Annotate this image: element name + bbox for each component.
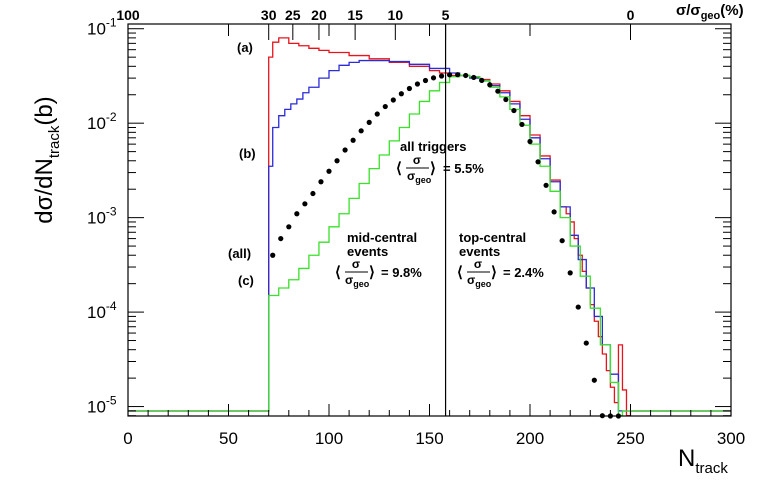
top-frac-num: σ	[474, 257, 482, 271]
data-point	[350, 137, 356, 143]
label-b: (b)	[239, 146, 256, 161]
x-tick-label: 300	[717, 429, 745, 448]
x-axis-title: Ntrack	[678, 445, 728, 477]
mid-bracket-left: ⟨	[335, 264, 341, 281]
y-tick-label: 10-5	[87, 394, 117, 417]
data-point	[382, 103, 388, 110]
top-tick-label: 15	[347, 7, 363, 23]
top-tick-label: 100	[116, 7, 140, 23]
data-point	[487, 82, 493, 88]
top-title-1: top-central	[459, 230, 526, 245]
y-tick-label: 10-1	[87, 16, 117, 39]
all-bracket-left: ⟨	[396, 160, 402, 177]
data-point	[495, 88, 501, 94]
all-value: = 5.5%	[443, 161, 484, 176]
mid-bracket-right: ⟩	[369, 264, 375, 281]
x-tick-label: 100	[315, 429, 343, 448]
all-frac-num: σ	[413, 153, 421, 167]
top-tick-label: 5	[442, 7, 450, 23]
all-triggers-title: all triggers	[400, 139, 466, 154]
top-bracket-left: ⟨	[457, 264, 463, 281]
data-point	[551, 209, 557, 215]
data-point	[270, 252, 276, 258]
data-point	[398, 91, 404, 97]
data-point	[342, 147, 348, 153]
x-tick-label: 150	[415, 429, 443, 448]
data-point	[326, 168, 332, 174]
data-point	[447, 72, 453, 78]
top-tick-label: 10	[388, 7, 404, 23]
top-tick-label: 25	[285, 7, 301, 23]
data-point	[390, 97, 396, 103]
data-point	[583, 340, 589, 346]
data-point	[455, 72, 461, 78]
data-point	[543, 182, 549, 188]
data-point	[511, 107, 517, 114]
top-value: = 2.4%	[503, 265, 544, 280]
series-b-line	[128, 59, 731, 412]
top-central-annotation: top-central events ⟨ σ σgeo ⟩ = 2.4%	[457, 230, 544, 289]
x-tick-label: 200	[516, 429, 544, 448]
mid-title-2: events	[347, 244, 388, 259]
top-tick-label: 30	[261, 7, 277, 23]
data-point	[334, 158, 340, 164]
data-point	[503, 96, 509, 103]
label-a: (a)	[237, 40, 253, 55]
data-point	[535, 159, 541, 165]
label-c: (c)	[238, 273, 254, 288]
data-point	[358, 128, 364, 134]
data-point	[591, 377, 597, 383]
data-point	[527, 138, 533, 145]
data-point	[374, 111, 380, 117]
all-frac-den: σgeo	[407, 169, 432, 185]
x-tick-label: 250	[616, 429, 644, 448]
y-tick-label: 10-3	[87, 205, 117, 228]
data-point	[567, 270, 573, 276]
data-point	[519, 121, 525, 128]
all-bracket-right: ⟩	[430, 160, 436, 177]
series-layer	[128, 37, 731, 419]
data-point	[294, 211, 300, 217]
data-point	[414, 81, 421, 87]
data-point	[422, 77, 429, 84]
data-point	[310, 190, 316, 197]
top-tick-label: 0	[627, 7, 635, 23]
data-point	[286, 224, 292, 230]
data-point	[559, 238, 565, 244]
data-point	[463, 72, 469, 79]
series-c-line	[128, 74, 731, 417]
top-bracket-right: ⟩	[491, 264, 497, 281]
plot-frame	[127, 23, 732, 417]
data-point	[479, 77, 485, 83]
data-point	[575, 304, 581, 310]
data-point	[366, 119, 372, 125]
mid-title-1: mid-central	[347, 230, 417, 245]
top-frac-den: σgeo	[467, 273, 492, 289]
data-point	[278, 235, 284, 242]
data-point	[318, 179, 324, 185]
top-title-2: events	[459, 244, 500, 259]
data-point	[430, 75, 437, 81]
data-point	[471, 74, 477, 81]
mid-central-annotation: mid-central events ⟨ σ σgeo ⟩ = 9.8%	[335, 230, 422, 289]
data-point	[302, 201, 308, 207]
top-tick-label: 20	[311, 7, 327, 23]
top-axis-title: σ/σgeo(%)	[676, 2, 744, 22]
x-tick-label: 0	[123, 429, 132, 448]
y-tick-label: 10-4	[87, 299, 117, 322]
data-point	[438, 73, 445, 79]
mid-value: = 9.8%	[381, 265, 422, 280]
mid-frac-num: σ	[352, 257, 360, 271]
y-tick-label: 10-2	[87, 110, 117, 133]
label-all: (all)	[228, 246, 251, 261]
y-axis-title: dσ/dNtrack(b)	[31, 96, 63, 223]
mid-frac-den: σgeo	[345, 273, 370, 289]
x-tick-label: 50	[219, 429, 238, 448]
data-point	[406, 85, 412, 92]
all-triggers-annotation: all triggers ⟨ σ σgeo ⟩ = 5.5%	[396, 139, 484, 185]
